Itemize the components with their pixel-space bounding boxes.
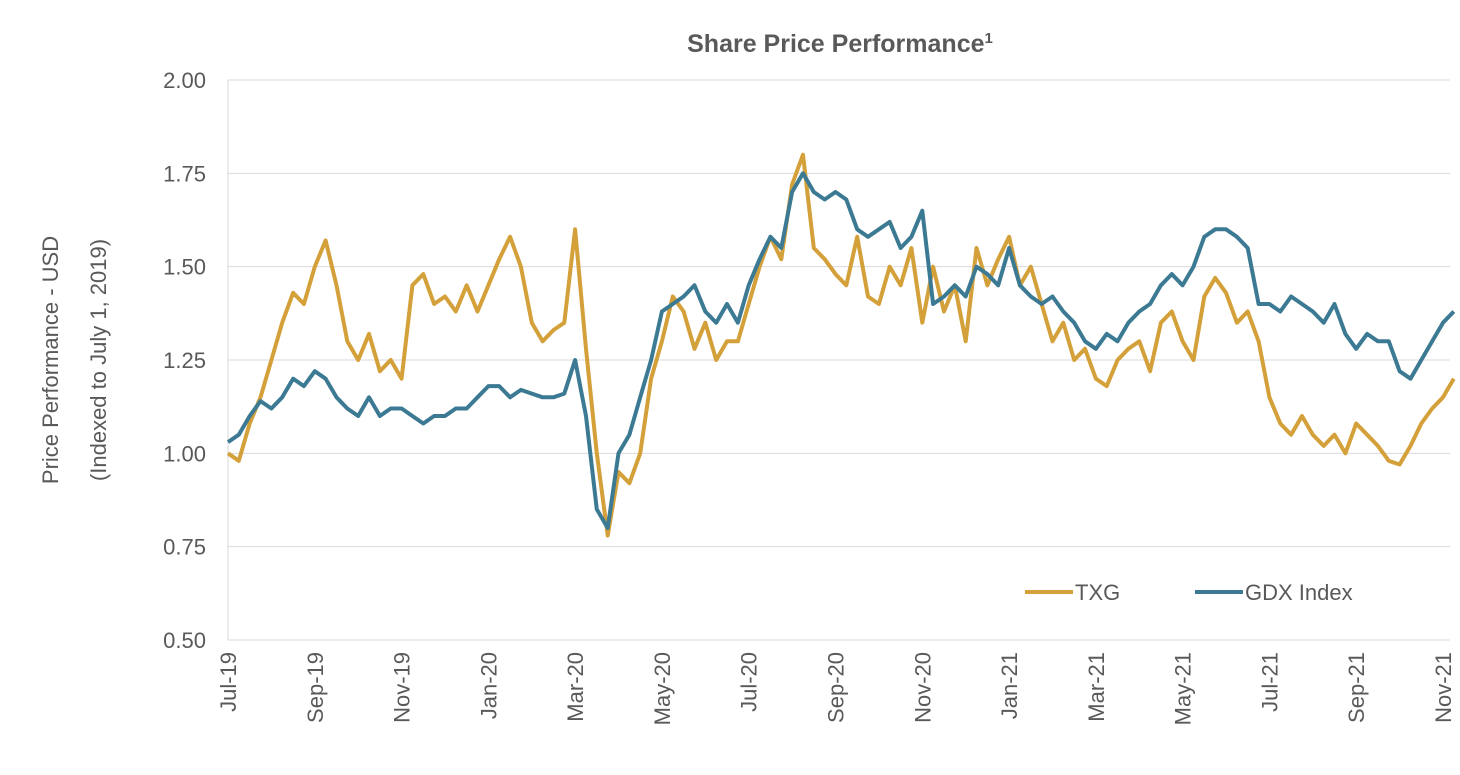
- y-tick-label: 2.00: [163, 68, 206, 93]
- y-axis-label: (Indexed to July 1, 2019): [86, 239, 111, 481]
- x-tick-label: Nov-19: [390, 652, 415, 723]
- y-tick-label: 0.75: [163, 535, 206, 560]
- y-axis-label: Price Performance - USD: [38, 236, 63, 484]
- y-tick-label: 1.75: [163, 161, 206, 186]
- line-series: [226, 171, 1456, 530]
- x-tick-label: Mar-20: [563, 652, 588, 722]
- y-tick-label: 1.25: [163, 348, 206, 373]
- y-tick-label: 1.00: [163, 441, 206, 466]
- x-tick-label: Sep-19: [303, 652, 328, 723]
- x-tick-label: Jul-19: [216, 652, 241, 712]
- x-tick-label: Nov-20: [910, 652, 935, 723]
- x-tick-label: Sep-21: [1344, 652, 1369, 723]
- x-tick-label: Jul-21: [1257, 652, 1282, 712]
- line-series: [226, 152, 1456, 538]
- x-tick-label: Mar-21: [1084, 652, 1109, 722]
- y-tick-label: 1.50: [163, 255, 206, 280]
- x-tick-label: Jan-21: [997, 652, 1022, 719]
- x-tick-label: Jan-20: [476, 652, 501, 719]
- x-tick-label: Nov-21: [1431, 652, 1456, 723]
- x-tick-label: Jul-20: [737, 652, 762, 712]
- y-tick-label: 0.50: [163, 628, 206, 653]
- title-footnote: 1: [985, 30, 993, 47]
- legend-label: TXG: [1075, 580, 1120, 605]
- title-text: Share Price Performance: [687, 30, 984, 58]
- x-tick-label: Sep-20: [824, 652, 849, 723]
- legend-label: GDX Index: [1245, 580, 1353, 605]
- x-tick-label: May-20: [650, 652, 675, 725]
- chart-title: Share Price Performance1: [687, 30, 993, 58]
- x-tick-label: May-21: [1171, 652, 1196, 725]
